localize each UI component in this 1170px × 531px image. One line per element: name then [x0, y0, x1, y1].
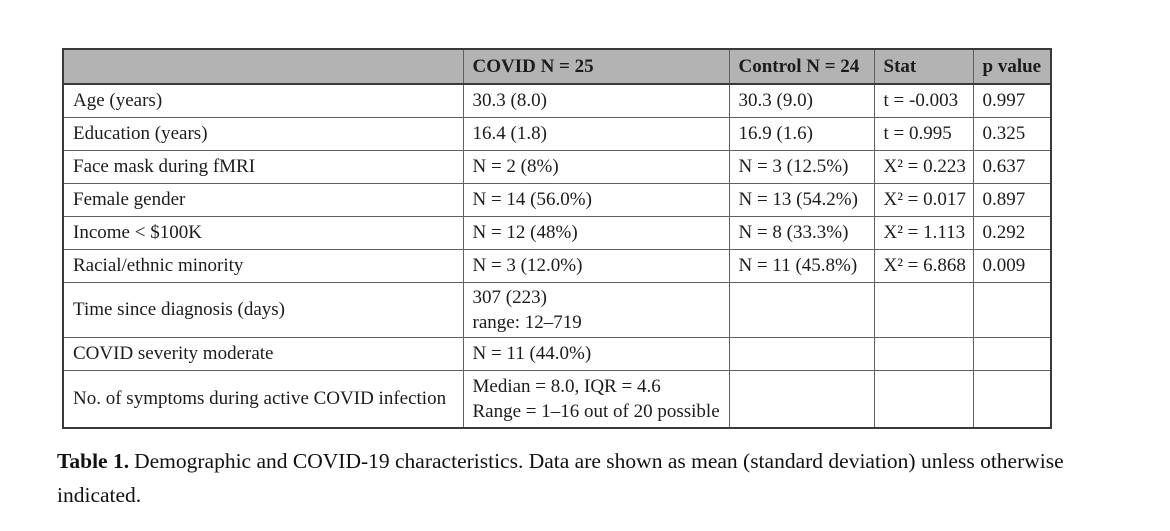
row-label-cell: Time since diagnosis (days) [62, 282, 464, 338]
row-label-cell: Female gender [62, 183, 464, 217]
demographics-table: COVID N = 25 Control N = 24 Stat p value… [62, 48, 1052, 429]
header-covid-cell: COVID N = 25 [462, 48, 730, 85]
covid-value-cell: Median = 8.0, IQR = 4.6 Range = 1–16 out… [462, 370, 730, 429]
stat-value-cell: t = 0.995 [873, 117, 974, 151]
row-label-cell: No. of symptoms during active COVID infe… [62, 370, 464, 429]
control-value-cell [728, 337, 875, 371]
stat-value-cell: X² = 0.017 [873, 183, 974, 217]
pvalue-cell [972, 337, 1052, 371]
pvalue-cell: 0.997 [972, 83, 1052, 118]
covid-value-cell: 16.4 (1.8) [462, 117, 730, 151]
covid-value-cell: N = 2 (8%) [462, 150, 730, 184]
table-row: Education (years) 16.4 (1.8) 16.9 (1.6) … [62, 117, 1052, 151]
header-empty-cell [62, 48, 464, 85]
stat-value-cell [873, 337, 974, 371]
table-row: Face mask during fMRI N = 2 (8%) N = 3 (… [62, 150, 1052, 184]
header-row: COVID N = 25 Control N = 24 Stat p value [62, 48, 1052, 85]
control-value-cell: 16.9 (1.6) [728, 117, 875, 151]
pvalue-cell: 0.637 [972, 150, 1052, 184]
row-label-cell: COVID severity moderate [62, 337, 464, 371]
stat-value-cell: X² = 1.113 [873, 216, 974, 250]
header-pvalue-cell: p value [972, 48, 1052, 85]
covid-value-cell: N = 14 (56.0%) [462, 183, 730, 217]
row-label-cell: Face mask during fMRI [62, 150, 464, 184]
table-row: Income < $100K N = 12 (48%) N = 8 (33.3%… [62, 216, 1052, 250]
header-control-cell: Control N = 24 [728, 48, 875, 85]
table-row: COVID severity moderate N = 11 (44.0%) [62, 337, 1052, 371]
pvalue-cell [972, 282, 1052, 338]
covid-value-cell: 307 (223) range: 12–719 [462, 282, 730, 338]
table-row: Age (years) 30.3 (8.0) 30.3 (9.0) t = -0… [62, 83, 1052, 118]
stat-value-cell [873, 282, 974, 338]
table-row: No. of symptoms during active COVID infe… [62, 370, 1052, 429]
covid-value-line: Range = 1–16 out of 20 possible [472, 401, 720, 422]
control-value-cell [728, 370, 875, 429]
row-label-cell: Racial/ethnic minority [62, 249, 464, 283]
table-caption: Table 1. Demographic and COVID-19 charact… [57, 445, 1132, 513]
covid-value-cell: N = 12 (48%) [462, 216, 730, 250]
covid-value-cell: N = 3 (12.0%) [462, 249, 730, 283]
row-label-cell: Age (years) [62, 83, 464, 118]
table-row: Time since diagnosis (days) 307 (223) ra… [62, 282, 1052, 338]
covid-value-line: Median = 8.0, IQR = 4.6 [472, 375, 661, 397]
stat-value-cell: X² = 0.223 [873, 150, 974, 184]
header-stat-cell: Stat [873, 48, 974, 85]
control-value-cell: N = 13 (54.2%) [728, 183, 875, 217]
stat-value-cell: X² = 6.868 [873, 249, 974, 283]
table-row: Female gender N = 14 (56.0%) N = 13 (54.… [62, 183, 1052, 217]
stat-value-cell [873, 370, 974, 429]
demographics-table-container: COVID N = 25 Control N = 24 Stat p value… [62, 48, 1052, 429]
control-value-cell: N = 8 (33.3%) [728, 216, 875, 250]
table-row: Racial/ethnic minority N = 3 (12.0%) N =… [62, 249, 1052, 283]
pvalue-cell [972, 370, 1052, 429]
pvalue-cell: 0.009 [972, 249, 1052, 283]
row-label-cell: Education (years) [62, 117, 464, 151]
control-value-cell: N = 3 (12.5%) [728, 150, 875, 184]
pvalue-cell: 0.325 [972, 117, 1052, 151]
table-caption-text: Demographic and COVID-19 characteristics… [57, 449, 1064, 507]
pvalue-cell: 0.897 [972, 183, 1052, 217]
control-value-cell [728, 282, 875, 338]
row-label-cell: Income < $100K [62, 216, 464, 250]
covid-value-line: range: 12–719 [472, 312, 582, 333]
covid-value-cell: N = 11 (44.0%) [462, 337, 730, 371]
covid-value-line: 307 (223) [472, 286, 547, 308]
pvalue-cell: 0.292 [972, 216, 1052, 250]
covid-value-cell: 30.3 (8.0) [462, 83, 730, 118]
control-value-cell: N = 11 (45.8%) [728, 249, 875, 283]
stat-value-cell: t = -0.003 [873, 83, 974, 118]
table-caption-label: Table 1. [57, 449, 130, 473]
control-value-cell: 30.3 (9.0) [728, 83, 875, 118]
